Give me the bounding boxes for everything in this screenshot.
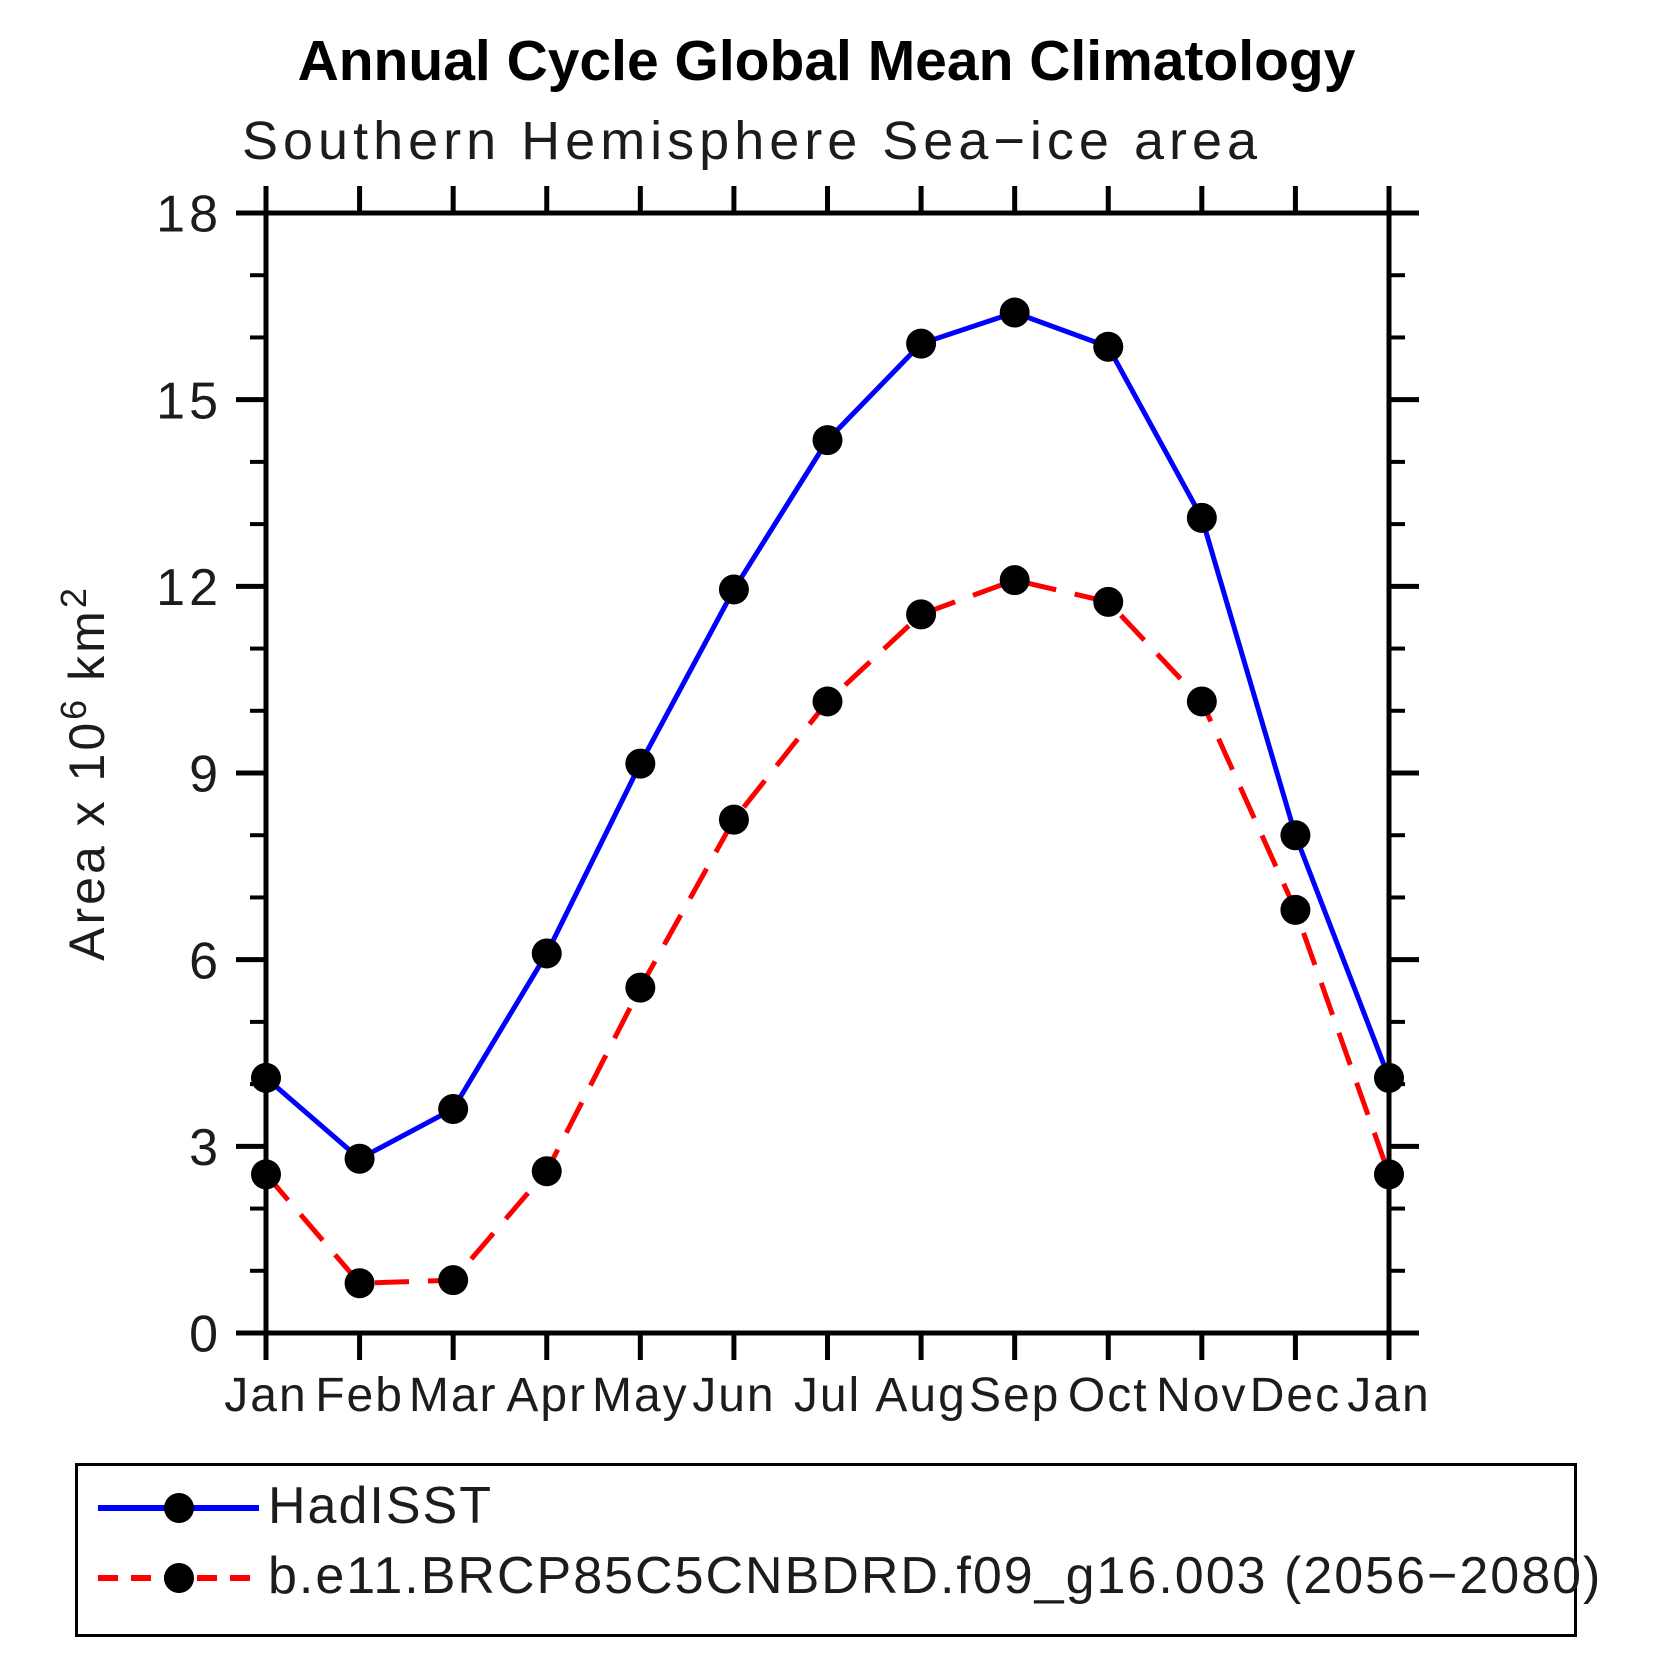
x-tick-label: Jan xyxy=(224,1369,307,1422)
data-point-marker xyxy=(906,328,937,359)
x-tick-label: Feb xyxy=(315,1369,404,1422)
x-tick-label: Nov xyxy=(1156,1369,1247,1422)
y-tick-label: 18 xyxy=(156,186,222,244)
data-point-marker xyxy=(438,1265,469,1296)
x-axis-ticks xyxy=(263,186,1392,1360)
data-point-marker xyxy=(1374,1062,1404,1093)
data-point-marker xyxy=(1186,686,1217,717)
data-point-marker xyxy=(344,1268,375,1299)
data-series xyxy=(251,297,1404,1299)
series-line-model xyxy=(264,577,1392,1286)
x-tick-label: Aug xyxy=(875,1369,966,1422)
data-point-marker xyxy=(1280,820,1311,851)
x-tick-label: Jan xyxy=(1347,1369,1430,1422)
legend-line-sample-hadisst xyxy=(98,1493,259,1523)
data-point-marker xyxy=(251,1159,281,1190)
y-axis-title: Area x 106km2 xyxy=(53,585,115,961)
x-tick-label: Dec xyxy=(1250,1369,1341,1422)
x-tick-label: Apr xyxy=(506,1369,587,1422)
y-tick-label: 12 xyxy=(156,559,222,617)
data-point-marker xyxy=(1280,894,1311,925)
chart-title: Annual Cycle Global Mean Climatology xyxy=(297,29,1356,93)
chart-subtitle: Southern Hemisphere Sea−ice area xyxy=(242,111,1263,171)
data-point-marker xyxy=(718,574,749,605)
data-point-marker xyxy=(251,1062,281,1093)
x-tick-label: May xyxy=(592,1369,689,1422)
data-point-marker xyxy=(812,425,843,456)
y-tick-label: 9 xyxy=(189,746,222,804)
x-tick-label: Oct xyxy=(1068,1369,1149,1422)
legend-label-hadisst: HadISST xyxy=(268,1477,493,1535)
data-point-marker xyxy=(438,1094,469,1124)
y-tick-label: 15 xyxy=(156,372,222,430)
legend-label-model: b.e11.BRCP85C5CNBDRD.f09_g16.003 (2056−2… xyxy=(268,1547,1603,1605)
y-axis-tick-labels: 0 3 6 9 12 15 18 xyxy=(156,186,222,1364)
data-point-marker xyxy=(531,1156,562,1187)
x-axis-tick-labels: Jan Feb Mar Apr May Jun Jul Aug Sep Oct Nov Dec Jan xyxy=(224,1369,1430,1422)
data-point-marker xyxy=(999,297,1030,328)
y-tick-label: 0 xyxy=(189,1306,222,1364)
data-point-marker xyxy=(906,599,937,630)
data-point-marker xyxy=(812,686,843,717)
data-point-marker xyxy=(625,972,656,1003)
data-point-marker xyxy=(718,804,749,835)
data-point-marker xyxy=(1093,331,1124,362)
x-tick-label: Jun xyxy=(692,1369,775,1422)
data-point-marker xyxy=(1186,502,1217,533)
data-point-marker xyxy=(1374,1159,1404,1190)
plot-frame xyxy=(263,210,1392,1336)
data-point-marker xyxy=(999,565,1030,596)
x-tick-label: Sep xyxy=(969,1369,1060,1422)
data-point-marker xyxy=(531,938,562,969)
y-tick-label: 3 xyxy=(189,1119,222,1177)
y-axis-ticks xyxy=(236,210,1419,1336)
legend-line-sample-model xyxy=(98,1563,259,1593)
legend: HadISST b.e11.BRCP85C5CNBDRD.f09_g16.003… xyxy=(75,1463,1600,1637)
data-point-marker xyxy=(625,748,656,779)
x-tick-label: Mar xyxy=(409,1369,498,1422)
x-tick-label: Jul xyxy=(794,1369,861,1422)
data-point-marker xyxy=(344,1143,375,1174)
data-point-marker xyxy=(1093,586,1124,617)
y-tick-label: 6 xyxy=(189,932,222,990)
